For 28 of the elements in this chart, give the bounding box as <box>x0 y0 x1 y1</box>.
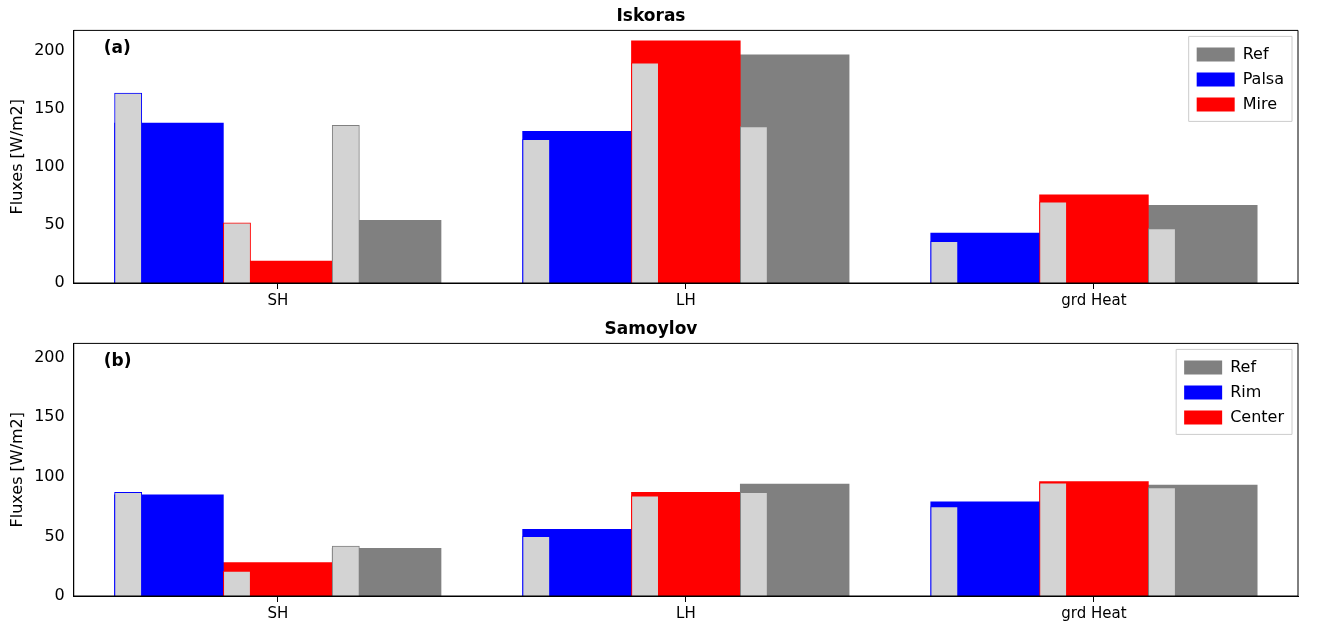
legend-label: Rim <box>1230 381 1262 401</box>
legend-label: Ref <box>1242 43 1269 63</box>
legend-label: Ref <box>1230 356 1257 376</box>
y-tick-label: 0 <box>54 585 65 605</box>
x-tick-label: LH <box>676 603 696 622</box>
x-tick-label: grd Heat <box>1061 290 1127 309</box>
x-tick-label: SH <box>267 603 289 622</box>
x-tick-label: grd Heat <box>1061 603 1127 622</box>
x-tick-label: LH <box>676 290 696 309</box>
annotation: (a) <box>103 37 131 58</box>
y-tick-label: 200 <box>34 40 65 60</box>
y-tick-label: 150 <box>34 406 65 426</box>
x-tick-label: SH <box>267 290 289 309</box>
y-tick-label: 200 <box>34 346 65 366</box>
y-tick-label: 150 <box>34 98 65 118</box>
annotation: (b) <box>103 350 132 371</box>
y-axis-title: Fluxes [W/m2] <box>6 411 26 528</box>
y-tick-label: 100 <box>34 466 65 486</box>
y-tick-label: 50 <box>44 214 65 234</box>
y-axis-title: Fluxes [W/m2] <box>6 98 26 215</box>
y-tick-label: 0 <box>54 272 65 292</box>
chart-title: Iskoras <box>616 4 686 25</box>
legend-label: Center <box>1230 406 1285 426</box>
legend-label: Palsa <box>1242 68 1285 88</box>
y-tick-label: 50 <box>44 525 65 545</box>
chart-title: Samoylov <box>604 317 698 338</box>
y-tick-label: 100 <box>34 156 65 176</box>
legend-label: Mire <box>1242 93 1278 113</box>
